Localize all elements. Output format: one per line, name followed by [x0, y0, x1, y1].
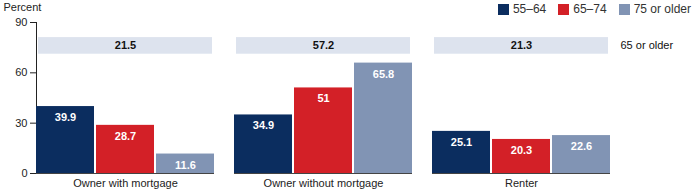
- svg-text:0: 0: [21, 167, 27, 179]
- html-text:75 or older: 75 or older: [633, 2, 691, 16]
- svg-text:57.2: 57.2: [313, 39, 334, 51]
- svg-text:51: 51: [317, 92, 329, 104]
- svg-text:Percent: Percent: [4, 1, 42, 13]
- html-text:55–64: 55–64: [512, 2, 547, 16]
- svg-text:39.9: 39.9: [55, 111, 76, 123]
- html-text:65–74: 65–74: [573, 2, 607, 16]
- svg-text:28.7: 28.7: [115, 130, 136, 142]
- svg-text:65 or older: 65 or older: [621, 39, 674, 51]
- svg-text:Renter: Renter: [505, 177, 538, 189]
- svg-text:20.3: 20.3: [511, 144, 532, 156]
- svg-text:22.6: 22.6: [571, 140, 592, 152]
- svg-text:11.6: 11.6: [175, 159, 196, 171]
- svg-text:34.9: 34.9: [253, 119, 274, 131]
- svg-text:30: 30: [15, 117, 27, 129]
- svg-text:21.5: 21.5: [115, 39, 136, 51]
- svg-text:Owner with mortgage: Owner with mortgage: [73, 177, 178, 189]
- svg-text:60: 60: [15, 66, 27, 78]
- svg-text:21.3: 21.3: [511, 39, 532, 51]
- svg-text:65.8: 65.8: [373, 68, 394, 80]
- svg-text:90: 90: [15, 16, 27, 28]
- svg-text:25.1: 25.1: [451, 136, 472, 148]
- svg-text:Owner without mortgage: Owner without mortgage: [264, 177, 384, 189]
